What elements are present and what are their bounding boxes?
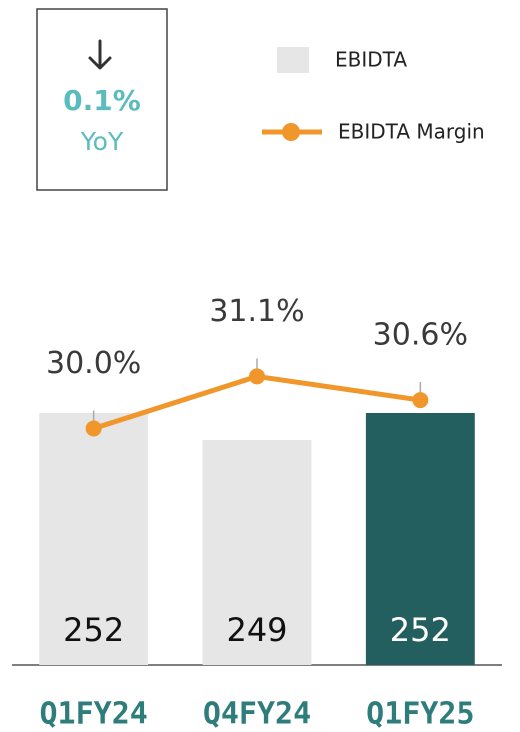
down-arrow xyxy=(88,39,112,70)
margin-marker xyxy=(85,420,102,437)
margin-label: 30.6% xyxy=(373,318,468,353)
legend-label: EBIDTA Margin xyxy=(338,120,485,144)
margin-label: 30.0% xyxy=(46,346,141,381)
bar-value-label: 252 xyxy=(390,611,451,649)
margin-marker xyxy=(249,368,265,385)
bar-value-label: 249 xyxy=(226,611,287,649)
x-tick-label: Q4FY24 xyxy=(203,697,311,732)
callout-value: 0.1% xyxy=(63,84,141,117)
bar xyxy=(365,413,475,665)
bar xyxy=(39,413,149,665)
x-tick-label: Q1FY24 xyxy=(39,697,147,732)
margin-marker xyxy=(412,392,429,409)
bar-value-label: 252 xyxy=(63,611,124,649)
margin-label: 31.1% xyxy=(209,294,304,329)
legend-label: EBIDTA xyxy=(335,48,407,72)
callout-box xyxy=(36,8,168,191)
legend-marker xyxy=(282,123,300,141)
x-tick-label: Q1FY25 xyxy=(366,697,474,732)
callout-label: YoY xyxy=(80,127,124,156)
bar xyxy=(202,440,312,665)
legend-swatch xyxy=(277,47,309,73)
